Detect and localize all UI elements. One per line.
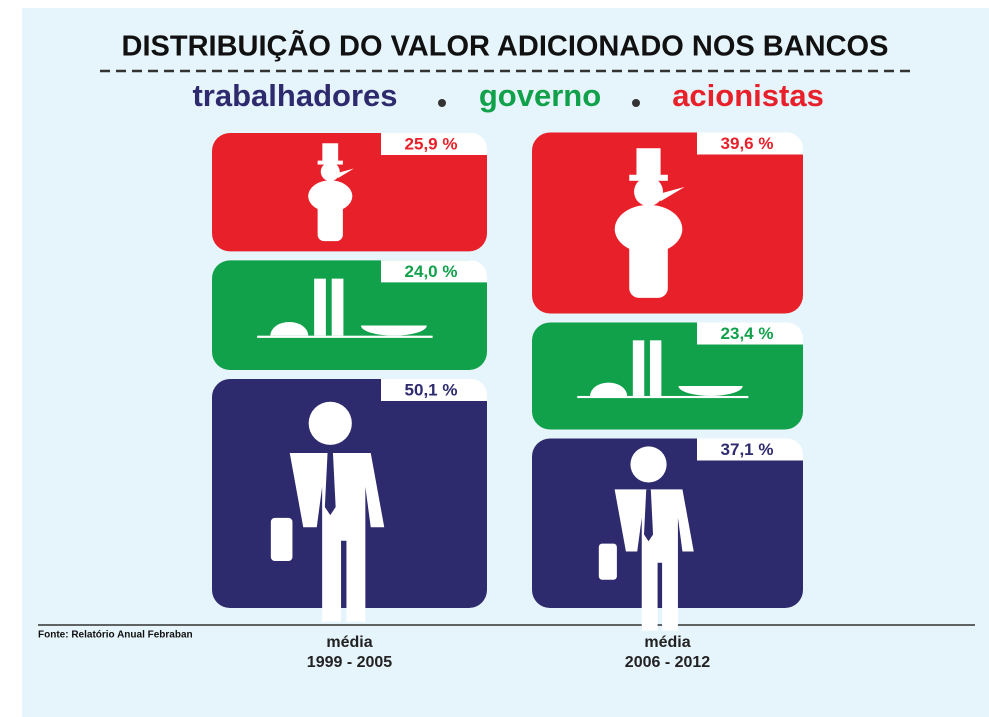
value-label: 25,9 % xyxy=(405,134,458,153)
label-tab xyxy=(381,260,487,283)
icon xyxy=(630,446,667,483)
legend-entry: governo xyxy=(479,78,601,113)
icon xyxy=(331,278,344,336)
label-tab xyxy=(697,322,803,345)
legend-entry: trabalhadores xyxy=(192,78,397,113)
icon xyxy=(614,204,683,254)
icon xyxy=(257,335,433,338)
label-tab xyxy=(697,132,803,155)
icon xyxy=(324,453,336,516)
value-label: 50,1 % xyxy=(405,381,458,400)
icon xyxy=(614,489,694,631)
x-tick-label: 2006 - 2012 xyxy=(625,654,711,671)
icon xyxy=(336,168,354,178)
icon xyxy=(270,517,293,562)
icon xyxy=(320,162,340,182)
icon-group xyxy=(270,401,385,622)
icon-group xyxy=(577,340,749,399)
icon xyxy=(308,401,352,445)
icon xyxy=(636,148,661,178)
icon xyxy=(658,186,685,202)
icon xyxy=(629,239,668,298)
icon xyxy=(322,143,339,163)
icon xyxy=(644,489,654,542)
value-label: 23,4 % xyxy=(721,324,774,343)
icon xyxy=(632,340,645,396)
legend-separator xyxy=(632,99,640,107)
value-label: 39,6 % xyxy=(721,134,774,153)
label-tab xyxy=(381,379,487,402)
source: Fonte: Relatório Anual Febraban xyxy=(38,630,193,641)
icon-group xyxy=(614,148,685,298)
panel xyxy=(22,8,989,717)
x-caption: média xyxy=(644,634,690,651)
icon xyxy=(598,543,617,580)
icon xyxy=(577,395,749,399)
x-caption: média xyxy=(326,634,372,651)
x-tick-label: 1999 - 2005 xyxy=(307,654,393,671)
icon xyxy=(314,278,326,336)
icon xyxy=(678,385,743,396)
icon xyxy=(317,203,343,242)
icon-group xyxy=(257,278,433,338)
chart-title: DISTRIBUIÇÃO DO VALOR ADICIONADO NOS BAN… xyxy=(122,29,889,63)
icon xyxy=(634,177,664,207)
icon xyxy=(270,321,309,336)
block xyxy=(212,260,487,371)
label-tab xyxy=(381,133,487,155)
icon xyxy=(649,340,662,396)
icon xyxy=(360,325,427,336)
legend-separator xyxy=(438,99,446,107)
icon xyxy=(308,180,353,212)
value-label: 24,0 % xyxy=(405,262,458,281)
value-label: 37,1 % xyxy=(721,440,774,459)
icon-group xyxy=(598,446,694,631)
icon-group xyxy=(308,143,354,242)
label-tab xyxy=(697,438,803,461)
icon xyxy=(289,453,385,622)
icon xyxy=(590,382,628,396)
block xyxy=(532,322,803,430)
legend-entry: acionistas xyxy=(672,78,824,113)
